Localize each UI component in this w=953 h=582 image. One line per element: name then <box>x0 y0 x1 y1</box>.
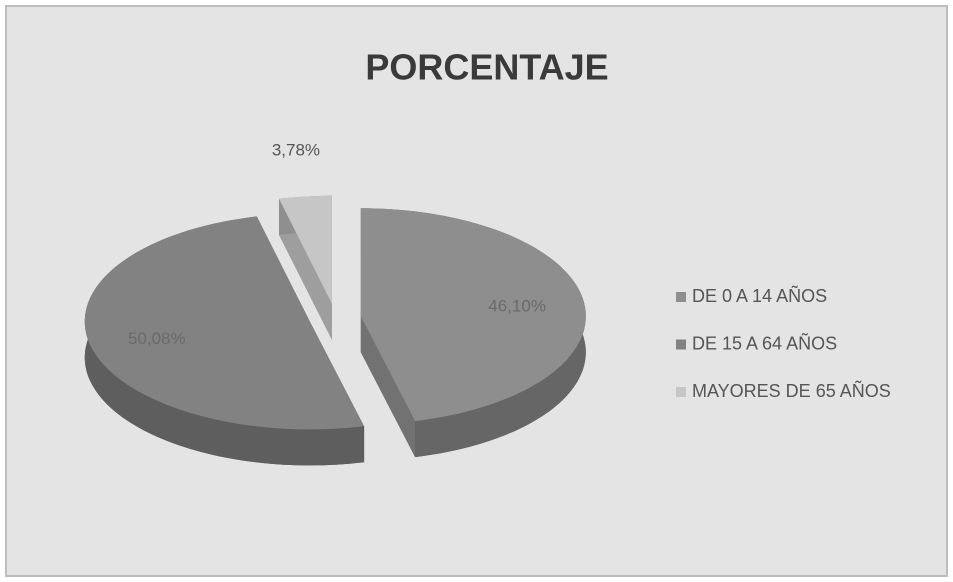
chart-title: PORCENTAJE <box>365 47 608 88</box>
data-label: 3,78% <box>272 141 320 160</box>
legend-swatch <box>676 387 686 397</box>
legend-swatch <box>676 339 686 350</box>
legend-swatch <box>676 292 686 302</box>
legend-label: MAYORES DE 65 AÑOS <box>692 380 891 401</box>
legend-label: DE 0 A 14 AÑOS <box>692 285 827 306</box>
slice-edge <box>278 198 332 340</box>
slice-edge <box>360 316 416 458</box>
slice <box>360 208 586 422</box>
slice <box>84 216 365 430</box>
legend-label: DE 15 A 64 AÑOS <box>692 332 837 353</box>
slice <box>279 195 332 304</box>
data-label: 50,08% <box>128 329 186 348</box>
data-label: 46,10% <box>488 297 546 316</box>
